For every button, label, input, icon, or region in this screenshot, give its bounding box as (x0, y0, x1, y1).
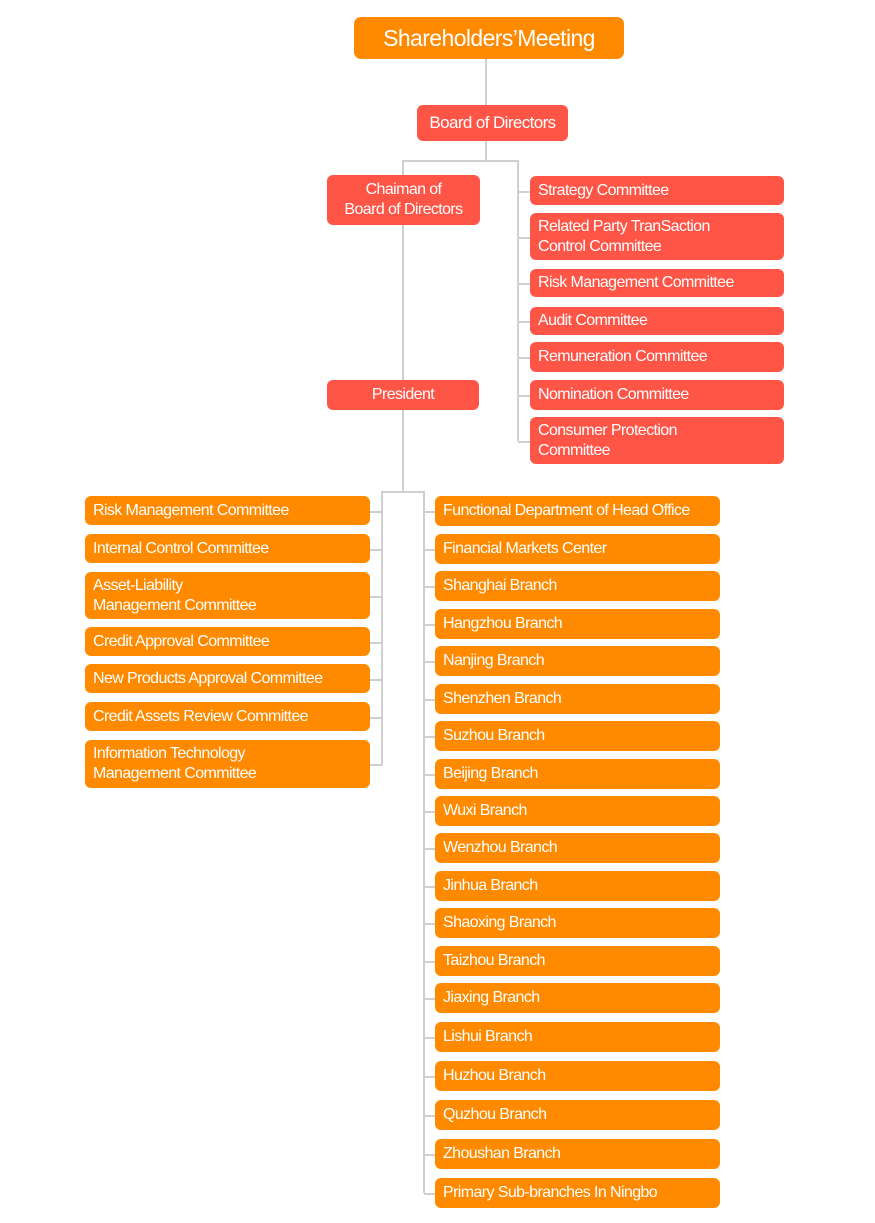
shareholders-meeting-node: Shareholders’Meeting (354, 17, 624, 59)
connector (382, 491, 425, 493)
branch-node: Wuxi Branch (435, 796, 720, 826)
branch-node: Shanghai Branch (435, 571, 720, 601)
branch-node: Lishui Branch (435, 1022, 720, 1052)
branch-node: Zhoushan Branch (435, 1139, 720, 1169)
connector (381, 491, 383, 765)
connector (424, 998, 435, 1000)
branch-node: Shenzhen Branch (435, 684, 720, 714)
management-committee-node: Credit Approval Committee (85, 627, 370, 656)
connector (517, 160, 519, 441)
board-committee-node: Nomination Committee (530, 380, 784, 410)
branch-node: Jinhua Branch (435, 871, 720, 901)
connector (424, 886, 435, 888)
branch-node: Beijing Branch (435, 759, 720, 789)
connector (518, 321, 530, 323)
connector (424, 661, 435, 663)
connector (424, 586, 435, 588)
management-committee-node: Internal Control Committee (85, 534, 370, 563)
board-committee-node: Audit Committee (530, 307, 784, 335)
connector (424, 736, 435, 738)
management-committee-node: New Products Approval Committee (85, 664, 370, 693)
connector (424, 624, 435, 626)
connector (424, 511, 435, 513)
branch-node: Huzhou Branch (435, 1061, 720, 1091)
connector (518, 190, 530, 193)
branch-node: Jiaxing Branch (435, 983, 720, 1013)
branch-node: Quzhou Branch (435, 1100, 720, 1130)
connector (370, 548, 382, 551)
connector (370, 716, 382, 719)
president-node: President (327, 380, 479, 410)
connector (424, 1154, 435, 1156)
board-of-directors-node: Board of Directors (417, 105, 568, 141)
connector (424, 1115, 435, 1117)
connector (370, 595, 382, 598)
branch-node: Functional Department of Head Office (435, 496, 720, 526)
connector (424, 774, 435, 776)
branch-node: Taizhou Branch (435, 946, 720, 976)
connector (370, 764, 382, 766)
board-committee-node: Strategy Committee (530, 176, 784, 205)
branch-node: Hangzhou Branch (435, 609, 720, 639)
management-committee-node: Asset-Liability Management Committee (85, 572, 370, 619)
connector (424, 549, 435, 551)
connector (424, 1193, 435, 1195)
board-committee-node: Remuneration Committee (530, 342, 784, 372)
branch-node: Shaoxing Branch (435, 908, 720, 938)
branch-node: Primary Sub-branches In Ningbo (435, 1178, 720, 1208)
connector (403, 160, 519, 162)
connector (518, 283, 530, 285)
branch-node: Nanjing Branch (435, 646, 720, 676)
connector (518, 357, 530, 359)
connector (518, 440, 530, 443)
connector (518, 236, 530, 239)
connector (424, 923, 435, 925)
board-committee-node: Consumer Protection Committee (530, 417, 784, 464)
branch-node: Wenzhou Branch (435, 833, 720, 863)
management-committee-node: Credit Assets Review Committee (85, 702, 370, 731)
connector (518, 395, 530, 397)
connector (424, 1037, 435, 1039)
chairman-node: Chaiman of Board of Directors (327, 175, 480, 225)
connector (424, 811, 435, 813)
connector (370, 641, 382, 644)
management-committee-node: Information Technology Management Commit… (85, 740, 370, 788)
connector (424, 1076, 435, 1078)
connector (424, 961, 435, 963)
branch-node: Suzhou Branch (435, 721, 720, 751)
management-committee-node: Risk Management Committee (85, 496, 370, 525)
connector (370, 678, 382, 681)
connector (402, 160, 404, 493)
board-committee-node: Related Party TranSaction Control Commit… (530, 213, 784, 260)
branch-node: Financial Markets Center (435, 534, 720, 564)
connector (370, 510, 382, 513)
connector (424, 699, 435, 701)
connector (424, 848, 435, 850)
board-committee-node: Risk Management Committee (530, 269, 784, 297)
connector (423, 491, 425, 1193)
